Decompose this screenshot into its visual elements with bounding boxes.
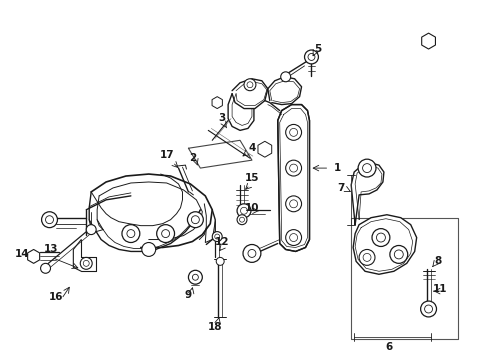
Polygon shape [258,141,271,157]
Polygon shape [421,33,434,49]
Text: 18: 18 [207,322,222,332]
Circle shape [244,79,255,91]
Polygon shape [277,105,309,251]
Text: 2: 2 [188,153,196,163]
Text: 14: 14 [14,249,29,260]
Polygon shape [27,249,40,264]
Circle shape [420,301,436,317]
Circle shape [45,216,53,224]
Circle shape [393,250,403,259]
Circle shape [246,82,252,88]
Circle shape [237,204,250,218]
Circle shape [83,260,89,266]
Circle shape [304,50,318,64]
Circle shape [285,230,301,246]
Circle shape [142,243,155,256]
Circle shape [239,217,244,222]
Circle shape [362,164,371,172]
Text: 4: 4 [248,143,255,153]
Text: 5: 5 [313,44,321,54]
Text: 8: 8 [434,256,441,266]
Circle shape [389,246,407,264]
Polygon shape [212,96,222,109]
Circle shape [41,264,50,273]
Polygon shape [352,215,416,274]
Circle shape [358,249,374,265]
Circle shape [289,164,297,172]
Text: 13: 13 [44,244,59,255]
Circle shape [162,230,169,238]
Circle shape [247,249,255,257]
Circle shape [289,234,297,242]
Circle shape [280,72,290,82]
Circle shape [188,270,202,284]
Text: 1: 1 [333,163,340,173]
Text: 11: 11 [432,284,447,294]
Circle shape [127,230,135,238]
Circle shape [362,253,370,261]
Text: 12: 12 [215,237,229,247]
Text: 7: 7 [337,183,344,193]
Circle shape [216,257,224,265]
Circle shape [240,207,247,214]
Circle shape [285,196,301,212]
Circle shape [86,225,96,235]
Text: 17: 17 [160,150,175,160]
Circle shape [212,231,222,242]
Circle shape [285,160,301,176]
Circle shape [357,159,375,177]
Circle shape [187,212,203,228]
Circle shape [192,274,198,280]
Circle shape [214,234,219,239]
Circle shape [191,216,199,224]
Text: 6: 6 [385,342,392,352]
Text: 15: 15 [244,173,259,183]
Circle shape [122,225,140,243]
Text: 10: 10 [244,203,259,213]
Circle shape [243,244,260,262]
Circle shape [237,215,246,225]
Text: 3: 3 [218,113,225,123]
Circle shape [285,125,301,140]
Circle shape [424,305,432,313]
Circle shape [376,233,385,242]
Text: 16: 16 [49,292,63,302]
Circle shape [156,225,174,243]
Text: 9: 9 [184,290,192,300]
Circle shape [289,129,297,136]
Circle shape [371,229,389,247]
Circle shape [307,54,314,60]
Circle shape [80,257,92,269]
Circle shape [41,212,57,228]
Circle shape [289,200,297,208]
